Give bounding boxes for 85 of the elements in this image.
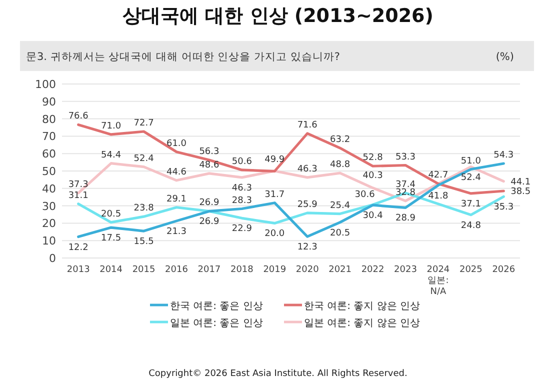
data-label: 71.0	[101, 121, 122, 132]
x-tick-label: 2021	[328, 265, 352, 275]
x-tick-label: 2020	[296, 265, 320, 275]
y-tick-label: 50	[42, 165, 56, 178]
data-label: 52.4	[460, 172, 482, 183]
data-label: 61.0	[166, 138, 187, 149]
data-label: 12.3	[297, 242, 318, 253]
data-label: 28.3	[232, 196, 252, 206]
data-label: 54.4	[101, 150, 122, 160]
data-label: 71.6	[297, 120, 318, 130]
y-tick-label: 70	[42, 130, 56, 144]
data-label: 41.8	[428, 191, 449, 202]
data-label: 31.1	[68, 190, 88, 201]
x-tick-label: 2016	[165, 265, 188, 275]
x-tick-label: 2025	[459, 265, 482, 275]
x-tick-label: 2023	[394, 265, 417, 275]
data-label: 46.3	[232, 183, 252, 194]
y-tick-label: 60	[42, 148, 56, 161]
data-label: 20.5	[101, 209, 122, 220]
y-tick-label: 40	[42, 182, 56, 196]
data-label: 42.7	[428, 170, 448, 181]
data-label: 52.8	[362, 153, 384, 164]
data-label: 37.3	[68, 180, 88, 190]
legend-label: 한국 여론: 좋은 인상	[170, 301, 263, 312]
data-label: 20.0	[264, 229, 285, 240]
y-tick-label: 10	[42, 234, 56, 248]
data-label: 38.5	[510, 187, 531, 198]
legend-label: 일본 여론: 좋은 인상	[170, 318, 263, 329]
data-label: 72.7	[134, 118, 154, 128]
data-label: 63.2	[330, 135, 350, 146]
data-label: 29.1	[166, 194, 187, 204]
data-label: 30.4	[362, 211, 384, 222]
y-axis-title: (%)	[496, 51, 514, 63]
data-label: 52.4	[134, 154, 154, 164]
data-label: 30.6	[354, 190, 376, 200]
data-label: 25.9	[297, 200, 318, 210]
data-label: 56.3	[199, 147, 220, 158]
data-label: 51.0	[460, 156, 482, 166]
x-tick-label: 2018	[230, 265, 254, 275]
chart-title: 상대국에 대한 인상 (2013~2026)	[122, 5, 434, 27]
data-label: 35.3	[494, 202, 514, 213]
x-tick-label: 2013	[66, 265, 90, 275]
data-label: 23.8	[134, 204, 154, 214]
x-tick-label: 2026	[492, 265, 516, 275]
data-label: 37.4	[395, 180, 416, 190]
data-label: 49.9	[264, 155, 285, 166]
data-label: 48.8	[330, 160, 350, 170]
data-label: 54.3	[494, 150, 514, 161]
data-label: 37.1	[460, 199, 481, 210]
x-tick-label: 2015	[132, 265, 156, 275]
data-label: 26.9	[199, 198, 220, 208]
y-tick-label: 90	[42, 95, 56, 108]
x-tick-label: 2017	[198, 265, 221, 275]
data-label: 12.2	[68, 242, 88, 253]
data-label: 28.9	[395, 214, 416, 224]
data-label: 17.5	[101, 234, 122, 244]
data-label: 24.8	[460, 220, 482, 231]
y-tick-label: 80	[42, 112, 56, 126]
text: Copyright© 2026 East Asia Institute. All Rights Reserved.	[148, 369, 408, 379]
x-tick-label: 2019	[263, 265, 286, 275]
data-label: 20.5	[330, 228, 350, 238]
x-tick-label: 2024 일본: N/A	[426, 265, 450, 297]
data-label: 26.9	[199, 217, 220, 228]
data-label: 40.3	[362, 170, 383, 181]
data-label: 46.3	[297, 164, 318, 174]
y-tick-label: 20	[42, 217, 56, 230]
data-label: 44.1	[510, 177, 531, 188]
y-tick-label: 0	[49, 252, 56, 265]
y-tick-label: 100	[35, 78, 56, 91]
y-tick-label: 30	[42, 200, 56, 213]
data-label: 21.3	[166, 226, 187, 237]
data-label: 15.5	[134, 237, 154, 248]
data-label: 48.6	[199, 160, 220, 170]
legend-label: 일본 여론: 좋지 않은 인상	[304, 318, 420, 329]
data-label: 25.4	[330, 200, 350, 211]
x-tick-label: 2014	[100, 265, 123, 275]
x-tick-label: 2022	[361, 265, 384, 275]
data-label: 76.6	[68, 112, 89, 122]
legend-label: 한국 여론: 좋지 않은 인상	[304, 301, 420, 312]
data-label: 53.3	[395, 152, 416, 162]
data-label: 31.7	[264, 190, 285, 200]
data-label: 50.6	[232, 156, 252, 167]
data-label: 44.6	[166, 167, 187, 178]
chart-subtitle: 문3. 귀하께서는 상대국에 대해 어떠한 인상을 가지고 있습니까?	[26, 51, 340, 63]
data-label: 22.9	[232, 224, 252, 234]
